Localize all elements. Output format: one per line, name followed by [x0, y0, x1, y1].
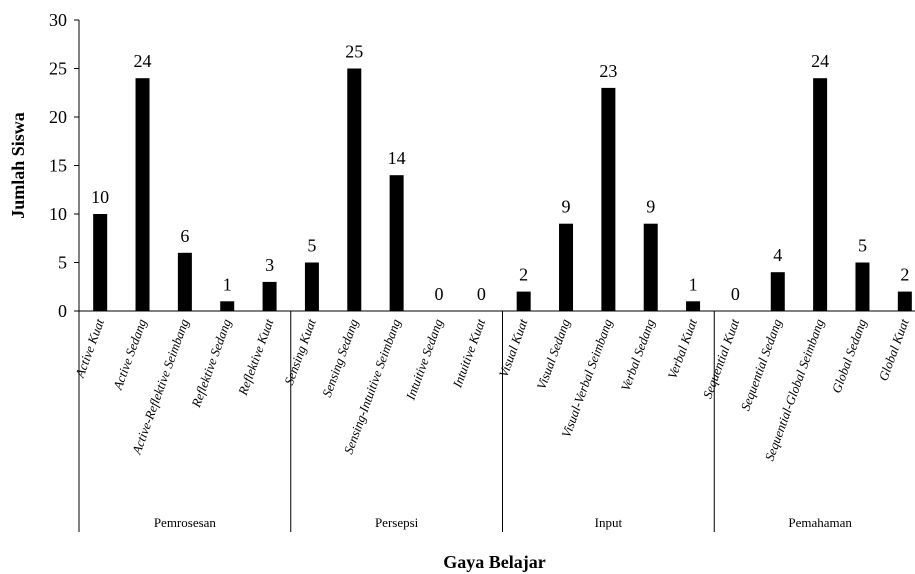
data-label: 6: [180, 226, 189, 246]
group-label: Persepsi: [375, 515, 419, 530]
bar: [389, 175, 404, 311]
data-label: 1: [689, 274, 698, 294]
bar: [559, 223, 574, 311]
y-tick-label: 30: [49, 10, 67, 30]
bar: [177, 252, 192, 311]
bar: [135, 78, 150, 311]
data-label: 9: [562, 197, 571, 217]
data-label: 9: [646, 197, 655, 217]
category-label: Sequential Sedang: [738, 316, 785, 412]
bar: [686, 301, 701, 311]
category-label: Global Kuat: [875, 317, 911, 383]
category-label: Active Sedang: [110, 316, 150, 392]
y-axis: 0 5 10 15 20 25 30: [49, 10, 80, 532]
category-labels: Active Kuat Active SedangActive-Reflektiv…: [72, 316, 912, 462]
category-label: Verbal Sedang: [618, 316, 658, 393]
bar: [516, 291, 531, 311]
bar: [643, 223, 658, 311]
bar: [93, 214, 108, 311]
data-label: 5: [307, 236, 316, 256]
y-tick-label: 25: [49, 59, 67, 79]
data-label: 24: [134, 51, 152, 71]
category-label: Intuitive Sedang: [402, 316, 446, 402]
bar: [601, 87, 616, 312]
data-label: 5: [858, 236, 867, 256]
bar: [855, 262, 870, 311]
data-label: 23: [599, 61, 617, 81]
category-label: Sequential Kuat: [700, 317, 743, 401]
data-label: 10: [91, 187, 109, 207]
category-label: Sensing Kuat: [281, 317, 319, 387]
bar: [770, 272, 785, 311]
bar: [347, 68, 362, 311]
data-label: 4: [773, 245, 782, 265]
category-label: Active Kuat: [72, 317, 107, 381]
category-label: Global Sedang: [829, 316, 870, 395]
data-label: 1: [223, 274, 232, 294]
data-label: 0: [434, 284, 443, 304]
category-label: Sensing Sedang: [319, 316, 361, 399]
bar: [897, 291, 912, 311]
group-label: Input: [595, 515, 623, 530]
data-label: 0: [731, 284, 740, 304]
category-label: Visual Sedang: [534, 316, 574, 391]
data-label: 2: [519, 265, 528, 285]
bars: [93, 68, 912, 312]
data-label: 3: [265, 255, 274, 275]
y-tick-label: 20: [49, 107, 67, 127]
category-label: Verbal Kuat: [664, 317, 700, 381]
bar: [262, 281, 277, 311]
group-label: Pemrosesan: [154, 515, 217, 530]
category-label: Visual Kuat: [496, 317, 531, 380]
group-label: Pemahaman: [788, 515, 852, 530]
y-tick-label: 0: [58, 301, 67, 321]
category-label: Intuitive Kuat: [449, 317, 488, 391]
y-tick-label: 5: [58, 253, 67, 273]
category-label: Reflektive Kuat: [235, 317, 277, 398]
data-label: 25: [345, 42, 363, 62]
bar: [220, 301, 235, 311]
x-axis-title: Gaya Belajar: [443, 552, 545, 572]
bar: [304, 262, 319, 311]
category-label: Reflektive Sedang: [188, 316, 234, 410]
data-label: 24: [811, 51, 829, 71]
y-tick-label: 15: [49, 156, 67, 176]
data-label: 0: [477, 284, 486, 304]
y-tick-label: 10: [49, 204, 67, 224]
y-axis-title: Jumlah Siswa: [8, 112, 28, 219]
group-labels: Pemrosesan Persepsi Input Pemahaman: [154, 515, 853, 530]
data-label: 14: [388, 148, 406, 168]
bar: [813, 78, 828, 311]
data-label: 2: [900, 265, 909, 285]
